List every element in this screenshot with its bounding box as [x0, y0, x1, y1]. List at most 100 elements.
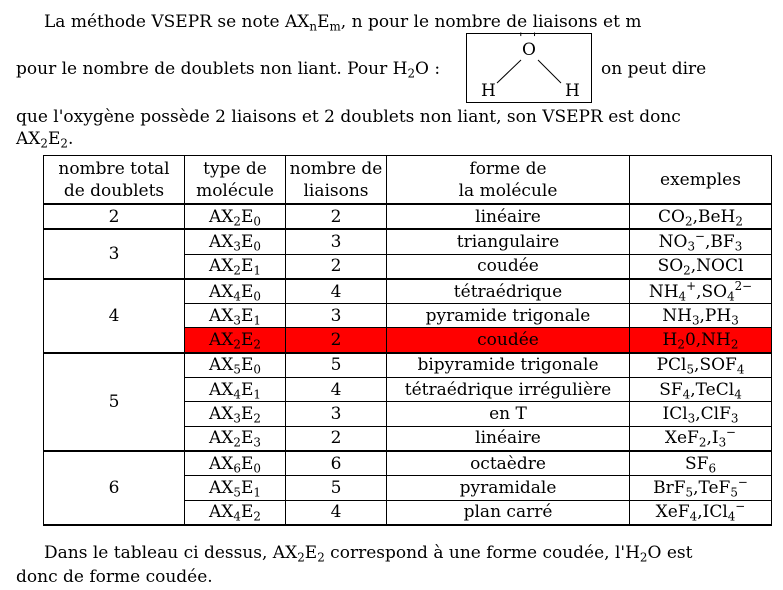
- cell-liaisons: 2: [285, 425, 387, 452]
- cell-type: AX2E2: [184, 327, 286, 354]
- cell-forme: bipyramide trigonale: [386, 352, 630, 379]
- subscript: n: [309, 19, 318, 34]
- table-row: 6 AX6E0 6 octaèdre SF6: [43, 450, 772, 526]
- intro-line-2: pour le nombre de doublets non liant. Po…: [16, 58, 440, 80]
- header-type-molecule: type de molécule: [184, 155, 286, 205]
- cell-type: AX2E0: [184, 203, 286, 231]
- cell-liaisons: 2: [285, 253, 387, 280]
- cell-forme: plan carré: [386, 499, 630, 526]
- cell-exemples: NH4+,SO42−: [629, 278, 772, 305]
- cell-exemples: ICl3,ClF3: [629, 401, 772, 427]
- table-row: AX5E1 5 pyramidale BrF5,TeF5−: [44, 475, 772, 501]
- cell-exemples: XeF4,ICl4−: [629, 499, 772, 526]
- intro-line-4: AX2E2.: [16, 128, 73, 150]
- cell-type: AX4E2: [184, 499, 286, 526]
- cell-type: AX2E3: [184, 425, 286, 452]
- cell-total-doublets: 5: [43, 352, 185, 452]
- cell-exemples: SF6: [629, 450, 772, 477]
- cell-exemples: PCl5,SOF4: [629, 352, 772, 379]
- cell-type: AX6E0: [184, 450, 286, 477]
- table-row: AX4E1 4 tétraédrique irrégulière SF4,TeCl4: [44, 377, 772, 403]
- intro-text: La méthode VSEPR se note AX: [44, 12, 310, 32]
- cell-forme: triangulaire: [386, 228, 630, 255]
- intro-text: AX: [16, 129, 41, 149]
- atom-oxygen: O: [522, 40, 536, 60]
- intro-line-3: que l'oxygène possède 2 liaisons et 2 do…: [16, 106, 681, 128]
- outro-text: E: [304, 543, 318, 563]
- cell-exemples: CO2,BeH2: [629, 203, 772, 231]
- cell-forme: linéaire: [386, 425, 630, 452]
- cell-liaisons: 5: [285, 475, 387, 501]
- header-nombre-liaisons: nombre de liaisons: [285, 155, 387, 205]
- table-row: 4 AX4E0 4 tétraédrique NH4+,SO42−: [43, 278, 772, 354]
- outro-line-1: Dans le tableau ci dessus, AX2E2 corresp…: [44, 542, 692, 564]
- table-row: AX4E2 4 plan carré XeF4,ICl4−: [44, 499, 772, 526]
- cell-type: AX4E0: [184, 278, 286, 305]
- cell-forme: en T: [386, 401, 630, 427]
- cell-type: AX4E1: [184, 377, 286, 403]
- table-row: AX2E3 2 linéaire XeF2,I3−: [44, 425, 772, 452]
- table-row: AX2E2 2 coudée H20,NH2: [44, 327, 772, 354]
- cell-type: AX5E0: [184, 352, 286, 379]
- cell-liaisons: 5: [285, 352, 387, 379]
- table-row: AX3E2 3 en T ICl3,ClF3: [44, 401, 772, 427]
- cell-type: AX3E0: [184, 228, 286, 255]
- cell-exemples: SO2,NOCl: [629, 253, 772, 280]
- cell-type: AX3E2: [184, 401, 286, 427]
- cell-liaisons: 4: [285, 278, 387, 305]
- cell-liaisons: 3: [285, 303, 387, 329]
- cell-forme: linéaire: [386, 203, 630, 231]
- table-header-row: nombre total de doublets type de molécule …: [43, 155, 772, 205]
- cell-liaisons: 2: [285, 327, 387, 354]
- cell-liaisons: 4: [285, 499, 387, 526]
- vsepr-table: nombre total de doublets type de molécule …: [43, 155, 772, 526]
- cell-exemples: SF4,TeCl4: [629, 377, 772, 403]
- subscript: 2: [297, 550, 305, 565]
- cell-exemples: XeF2,I3−: [629, 425, 772, 452]
- cell-total-doublets: 4: [43, 278, 185, 354]
- cell-forme: pyramidale: [386, 475, 630, 501]
- cell-forme: coudée: [386, 253, 630, 280]
- cell-exemples: H20,NH2: [629, 327, 772, 354]
- cell-exemples: NO3−,BF3: [629, 228, 772, 255]
- subscript: 2: [60, 136, 68, 151]
- table-row: 2 AX2E0 2 linéaire CO2,BeH2: [43, 203, 772, 231]
- cell-liaisons: 4: [285, 377, 387, 403]
- intro-text: O :: [415, 59, 441, 79]
- cell-forme: octaèdre: [386, 450, 630, 477]
- table-body: 2 AX2E0 2 linéaire CO2,BeH2 3 AX3E0 3 triangulai…: [43, 203, 772, 526]
- outro-line-2: donc de forme coudée.: [16, 566, 213, 588]
- intro-text: E: [317, 12, 330, 32]
- subscript: m: [329, 19, 341, 34]
- subscript: 2: [407, 66, 416, 81]
- intro-line-1: La méthode VSEPR se note AXnEm, n pour l…: [44, 11, 641, 33]
- outro-text: donc de forme coudée.: [16, 567, 213, 587]
- header-exemples: exemples: [629, 155, 772, 205]
- cell-forme: tétraédrique: [386, 278, 630, 305]
- table-row: 5 AX5E0 5 bipyramide trigonale PCl5,SOF4: [43, 352, 772, 452]
- cell-exemples: NH3,PH3: [629, 303, 772, 329]
- intro-text: , n pour le nombre de liaisons et m: [340, 12, 642, 32]
- table-row: AX2E1 2 coudée SO2,NOCl: [44, 253, 772, 280]
- header-total-doublets: nombre total de doublets: [43, 155, 185, 205]
- cell-forme: pyramide trigonale: [386, 303, 630, 329]
- cell-type: AX5E1: [184, 475, 286, 501]
- subscript: 2: [639, 550, 648, 565]
- cell-liaisons: 3: [285, 401, 387, 427]
- atom-hydrogen-right: H: [565, 81, 580, 101]
- cell-exemples: BrF5,TeF5−: [629, 475, 772, 501]
- intro-text: on peut dire: [601, 59, 707, 79]
- cell-type: AX2E1: [184, 253, 286, 280]
- cell-type: AX3E1: [184, 303, 286, 329]
- intro-text: pour le nombre de doublets non liant. Po…: [16, 59, 408, 79]
- bond-lines: [496, 59, 562, 84]
- cell-liaisons: 6: [285, 450, 387, 477]
- cell-total-doublets: 3: [43, 228, 185, 280]
- subscript: 2: [317, 550, 325, 565]
- cell-liaisons: 3: [285, 228, 387, 255]
- cell-forme: coudée: [386, 327, 630, 354]
- lone-pairs: ' ': [519, 31, 540, 46]
- intro-line-2-end: on peut dire: [601, 58, 706, 80]
- intro-text: .: [67, 129, 74, 149]
- cell-forme: tétraédrique irrégulière: [386, 377, 630, 403]
